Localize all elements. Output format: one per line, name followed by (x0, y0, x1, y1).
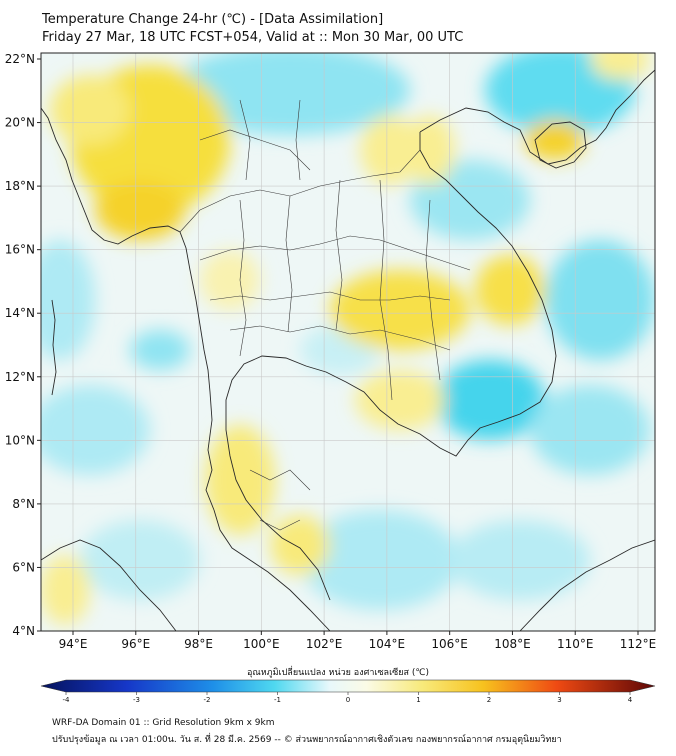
colorbar-label: อุณหภูมิเปลี่ยนแปลง หน่วย องศาเซลเซียส (… (246, 668, 430, 678)
colorbar-tick-label: 4 (628, 696, 633, 704)
lat-tick-label: 18°N (5, 179, 35, 193)
footer-credit: ปรับปรุงข้อมูล ณ เวลา 01:00น. วัน ส. ที่… (52, 735, 562, 745)
plot-frame (40, 52, 656, 632)
coast-peninsula-east (225, 132, 557, 601)
coast-sumatra (41, 539, 177, 631)
axis-ticks: 22°N 20°N 18°N 16°N 14°N 12°N 10°N 8°N 6°N 4°N 94°… (5, 52, 657, 651)
lat-tick-label: 6°N (12, 560, 35, 574)
temperature-field (41, 53, 655, 631)
lon-tick-label: 110°E (557, 637, 594, 651)
colorbar-ticks: -4 -3 -2 -1 0 1 2 3 4 (63, 692, 633, 704)
map-title: Temperature Change 24-hr (℃) - [Data Ass… (42, 12, 384, 27)
lat-tick-label: 4°N (12, 624, 35, 638)
lon-tick-label: 108°E (494, 637, 531, 651)
coast-borneo (519, 539, 655, 631)
footer-model-info: WRF-DA Domain 01 :: Grid Resolution 9km … (52, 718, 275, 728)
lat-tick-label: 10°N (5, 433, 35, 447)
lat-tick-label: 14°N (5, 306, 35, 320)
coast-peninsula-west (213, 509, 331, 631)
lon-tick-label: 98°E (184, 637, 213, 651)
lon-tick-label: 100°E (243, 637, 280, 651)
colorbar-tick-label: 1 (416, 696, 420, 704)
admin-borders (179, 99, 471, 531)
lat-tick-label: 12°N (5, 370, 35, 384)
colorbar-bar (40, 679, 656, 693)
coast-vietnam-north (419, 69, 655, 165)
map-subtitle: Friday 27 Mar, 18 UTC FCST+054, Valid at… (42, 30, 464, 45)
lon-tick-label: 104°E (369, 637, 406, 651)
lat-tick-label: 16°N (5, 243, 35, 257)
lat-tick-label: 20°N (5, 116, 35, 130)
colorbar-tick-label: 0 (346, 696, 350, 704)
colorbar-tick-label: 3 (557, 696, 561, 704)
lon-tick-label: 102°E (306, 637, 343, 651)
colorbar: -4 -3 -2 -1 0 1 2 3 4 (40, 679, 656, 704)
coast-hainan (534, 121, 587, 169)
lat-tick-label: 22°N (5, 52, 35, 66)
colorbar-tick-label: -4 (63, 696, 71, 704)
lon-tick-label: 106°E (431, 637, 468, 651)
colorbar-tick-label: -2 (204, 696, 211, 704)
lon-tick-label: 112°E (620, 637, 657, 651)
colorbar-tick-label: -1 (274, 696, 281, 704)
andaman-islands (51, 299, 57, 396)
lon-tick-label: 94°E (59, 637, 88, 651)
colorbar-tick-label: 2 (487, 696, 491, 704)
colorbar-tick-label: -3 (133, 696, 140, 704)
lon-tick-label: 96°E (121, 637, 150, 651)
lat-tick-label: 8°N (12, 497, 35, 511)
